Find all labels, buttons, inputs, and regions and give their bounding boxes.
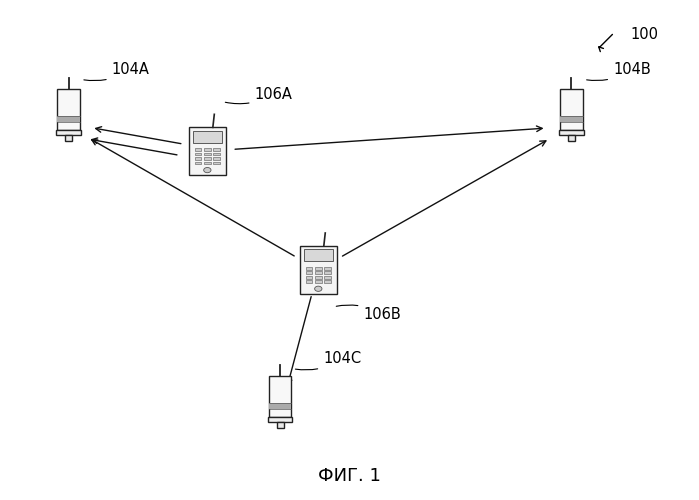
FancyBboxPatch shape bbox=[195, 148, 201, 151]
FancyBboxPatch shape bbox=[268, 417, 292, 422]
FancyBboxPatch shape bbox=[568, 136, 575, 141]
FancyBboxPatch shape bbox=[204, 148, 210, 151]
FancyBboxPatch shape bbox=[559, 130, 584, 136]
Text: 106A: 106A bbox=[225, 87, 292, 104]
FancyBboxPatch shape bbox=[315, 266, 322, 270]
FancyBboxPatch shape bbox=[65, 136, 72, 141]
Text: 104C: 104C bbox=[296, 352, 361, 370]
FancyBboxPatch shape bbox=[315, 276, 322, 278]
Text: 106B: 106B bbox=[336, 305, 401, 322]
FancyBboxPatch shape bbox=[269, 403, 291, 408]
FancyBboxPatch shape bbox=[306, 266, 312, 270]
FancyBboxPatch shape bbox=[315, 280, 322, 283]
FancyBboxPatch shape bbox=[204, 157, 210, 160]
FancyBboxPatch shape bbox=[57, 130, 81, 136]
FancyBboxPatch shape bbox=[306, 271, 312, 274]
FancyBboxPatch shape bbox=[213, 148, 219, 151]
FancyBboxPatch shape bbox=[213, 152, 219, 156]
FancyBboxPatch shape bbox=[324, 271, 331, 274]
FancyBboxPatch shape bbox=[306, 276, 312, 278]
FancyBboxPatch shape bbox=[204, 162, 210, 164]
FancyBboxPatch shape bbox=[315, 271, 322, 274]
Circle shape bbox=[315, 286, 322, 292]
FancyBboxPatch shape bbox=[277, 422, 284, 428]
FancyBboxPatch shape bbox=[306, 280, 312, 283]
Circle shape bbox=[203, 168, 211, 172]
Text: 104A: 104A bbox=[84, 62, 150, 80]
FancyBboxPatch shape bbox=[304, 250, 333, 261]
FancyBboxPatch shape bbox=[560, 116, 582, 122]
FancyBboxPatch shape bbox=[195, 157, 201, 160]
FancyBboxPatch shape bbox=[213, 157, 219, 160]
FancyBboxPatch shape bbox=[195, 152, 201, 156]
FancyBboxPatch shape bbox=[204, 152, 210, 156]
FancyBboxPatch shape bbox=[195, 162, 201, 164]
FancyBboxPatch shape bbox=[324, 280, 331, 283]
Text: 104B: 104B bbox=[586, 62, 651, 80]
FancyBboxPatch shape bbox=[300, 246, 337, 294]
FancyBboxPatch shape bbox=[560, 89, 582, 130]
FancyBboxPatch shape bbox=[324, 276, 331, 278]
FancyBboxPatch shape bbox=[213, 162, 219, 164]
FancyBboxPatch shape bbox=[57, 116, 80, 122]
Text: 100: 100 bbox=[630, 28, 658, 42]
FancyBboxPatch shape bbox=[189, 128, 226, 175]
Text: ФИГ. 1: ФИГ. 1 bbox=[318, 467, 381, 485]
FancyBboxPatch shape bbox=[324, 266, 331, 270]
FancyBboxPatch shape bbox=[269, 376, 291, 417]
FancyBboxPatch shape bbox=[57, 89, 80, 130]
FancyBboxPatch shape bbox=[193, 130, 222, 142]
